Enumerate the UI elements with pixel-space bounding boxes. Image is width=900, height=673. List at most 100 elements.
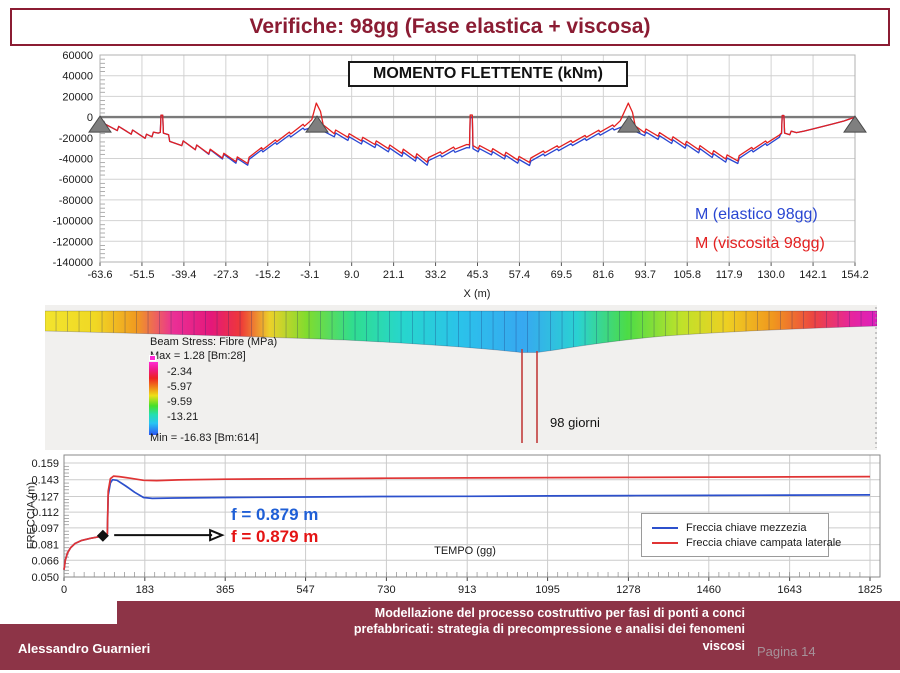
tick-label: 21.1	[383, 269, 404, 281]
tick-label: 93.7	[635, 269, 656, 281]
colorbar-tick: -13.21	[167, 411, 199, 423]
tick-label: 547	[296, 584, 314, 596]
tick-label: 45.3	[467, 269, 488, 281]
beam-stress-title: Beam Stress: Fibre (MPa)	[150, 336, 278, 348]
annotation-arrow-head	[209, 528, 225, 542]
tick-label: 142.1	[799, 269, 827, 281]
tick-label: 1278	[616, 584, 640, 596]
tick-label: -15.2	[255, 269, 280, 281]
tick-label: -39.4	[171, 269, 196, 281]
tick-label: 183	[136, 584, 154, 596]
colorbar-tick: -5.97	[167, 381, 193, 393]
tick-label: -63.6	[87, 269, 112, 281]
tick-label: 1460	[697, 584, 721, 596]
tick-label: 0	[61, 584, 67, 596]
tick-label: 69.5	[551, 269, 572, 281]
tick-label: 154.2	[841, 269, 869, 281]
tick-label: -27.3	[213, 269, 238, 281]
tick-label: -3.1	[300, 269, 319, 281]
support-triangle	[305, 115, 329, 133]
tick-label: 81.6	[593, 269, 614, 281]
freccia-xaxis-label: TEMPO (gg)	[434, 545, 496, 557]
freccia-series-campata-laterale	[63, 475, 871, 570]
tick-label: 20000	[62, 91, 93, 103]
tick-label: -100000	[53, 216, 93, 228]
tick-label: 0.127	[31, 491, 59, 503]
beam-stress-min-label: Min = -16.83 [Bm:614]	[150, 432, 259, 444]
freccia-annotation-blue: f = 0.879 m	[231, 505, 319, 524]
freccia-chart: 0.050 0.066 0.081 0.097 0.112 0.127 0.143 0.159…	[31, 454, 882, 596]
support-triangle	[843, 115, 867, 133]
stress-colorbar	[149, 362, 158, 435]
beam-stress-panel: Beam Stress: Fibre (MPa) Max = 1.28 [Bm:…	[44, 305, 878, 450]
tick-label: -20000	[59, 133, 93, 145]
tick-label: 40000	[62, 71, 93, 83]
beam-segment-lines	[45, 311, 877, 353]
tick-label: -60000	[59, 174, 93, 186]
moment-xaxis-label: X (m)	[463, 288, 491, 300]
tick-label: 0.143	[31, 475, 59, 487]
momento-flettente-chart: 60000 40000 20000 0 -20000 -40000 -60000 -80000…	[53, 50, 869, 281]
beam-stress-max-label: Max = 1.28 [Bm:28]	[150, 350, 246, 362]
footer-notch	[117, 601, 900, 625]
tick-label: -140000	[53, 257, 93, 269]
footer-thesis-line3: viscosi	[702, 638, 745, 653]
tick-label: 0.097	[31, 523, 59, 535]
tick-label: -120000	[53, 236, 93, 248]
tick-label: -40000	[59, 154, 93, 166]
tick-label: 0.050	[31, 572, 59, 584]
tick-label: 365	[216, 584, 234, 596]
freccia-annotation-red: f = 0.879 m	[231, 527, 319, 546]
freccia-yaxis-label: FRECCIA (m)	[25, 481, 38, 550]
beam-stress-figure	[44, 307, 878, 448]
tick-label: 130.0	[757, 269, 785, 281]
tick-label: 913	[458, 584, 476, 596]
legend-row-mezzezia: Freccia chiave mezzezia	[652, 520, 828, 535]
tick-label: 0.159	[31, 458, 59, 470]
slide-title: Verifiche: 98gg (Fase elastica + viscosa…	[249, 15, 651, 38]
moment-series-viscosita	[99, 102, 856, 165]
slide-title-box: Verifiche: 98gg (Fase elastica + viscosa…	[10, 8, 890, 46]
support-triangle	[88, 115, 112, 133]
freccia-legend: Freccia chiave mezzezia Freccia chiave c…	[641, 513, 841, 557]
colorbar-max-swatch	[149, 355, 156, 361]
tick-label: 0.081	[31, 540, 59, 552]
footer-thesis-line1: Modellazione del processo costruttivo pe…	[374, 606, 745, 620]
legend-swatch-red	[652, 541, 678, 544]
footer-author: Alessandro Guarnieri	[18, 641, 151, 656]
moment-chart-title-box: MOMENTO FLETTENTE (kNm)	[348, 61, 628, 87]
tick-label: 117.9	[716, 269, 743, 281]
legend-label-campata: Freccia chiave campata laterale	[686, 536, 842, 549]
footer-bar	[0, 624, 900, 670]
footer-thesis-title: Modellazione del processo costruttivo pe…	[185, 605, 745, 654]
tick-label: -80000	[59, 195, 93, 207]
beam-stage-annotation: 98 giorni	[550, 415, 600, 430]
tick-label: 0.066	[31, 555, 59, 567]
tick-label: 0	[87, 112, 93, 124]
tick-label: -51.5	[129, 269, 154, 281]
tick-label: 57.4	[509, 269, 530, 281]
legend-row-campata: Freccia chiave campata laterale	[652, 535, 841, 550]
tick-label: 1095	[535, 584, 559, 596]
tick-label: 60000	[62, 50, 93, 62]
footer-thesis-line2: prefabbricati: strategia di precompressi…	[353, 622, 745, 637]
support-triangle	[617, 115, 641, 133]
colorbar-tick: -2.34	[167, 366, 193, 378]
moment-legend-elastico: M (elastico 98gg)	[695, 206, 818, 223]
time-marker-diamond	[96, 529, 109, 542]
tick-label: 1643	[777, 584, 801, 596]
tick-label: 33.2	[425, 269, 446, 281]
tick-label: 1825	[858, 584, 882, 596]
tick-label: 0.112	[32, 507, 59, 519]
tick-label: 9.0	[344, 269, 359, 281]
moment-legend-viscosita: M (viscosità 98gg)	[695, 235, 825, 252]
legend-swatch-blue	[652, 526, 678, 529]
colorbar-tick: -9.59	[167, 396, 193, 408]
moment-chart-title: MOMENTO FLETTENTE (kNm)	[373, 65, 603, 82]
footer-page-number: Pagina 14	[757, 644, 816, 659]
tick-label: 730	[377, 584, 395, 596]
tick-label: 105.8	[673, 269, 701, 281]
legend-label-mezzezia: Freccia chiave mezzezia	[686, 521, 807, 534]
